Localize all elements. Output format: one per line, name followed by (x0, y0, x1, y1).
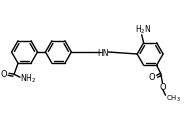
Text: HN: HN (97, 48, 109, 57)
Text: CH$_3$: CH$_3$ (166, 93, 181, 103)
Text: O: O (159, 82, 166, 91)
Text: O: O (148, 72, 155, 81)
Text: NH$_2$: NH$_2$ (20, 71, 36, 84)
Text: O: O (1, 69, 7, 78)
Text: H$_2$N: H$_2$N (135, 23, 152, 36)
